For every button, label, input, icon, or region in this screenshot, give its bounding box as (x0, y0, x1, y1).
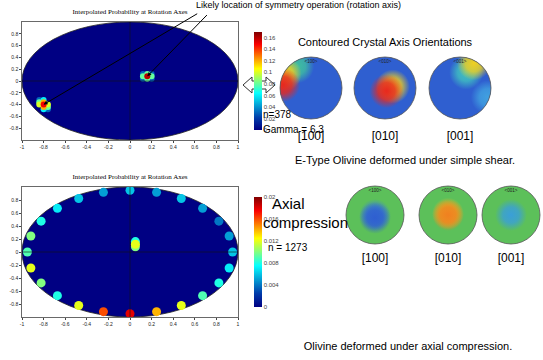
svg-text:0: 0 (264, 304, 268, 310)
svg-text:1: 1 (237, 321, 240, 327)
svg-text:0.4: 0.4 (11, 223, 18, 229)
svg-text:-0.2: -0.2 (104, 321, 113, 327)
svg-text:0.06: 0.06 (264, 93, 276, 99)
svg-text:<001>: <001> (454, 59, 467, 64)
svg-text:0.008: 0.008 (264, 260, 280, 266)
svg-text:-0.6: -0.6 (10, 113, 19, 119)
svg-text:Interpolated Probability at Ro: Interpolated Probability at Rotation Axe… (72, 8, 187, 16)
svg-text:-1: -1 (20, 144, 25, 150)
svg-text:-0.2: -0.2 (10, 262, 19, 268)
svg-text:<010>: <010> (379, 59, 392, 64)
svg-text:-0.4: -0.4 (82, 144, 91, 150)
svg-text:0: 0 (15, 78, 18, 84)
svg-text:0.6: 0.6 (191, 321, 198, 327)
svg-text:0.4: 0.4 (170, 144, 177, 150)
svg-text:-0.4: -0.4 (82, 321, 91, 327)
svg-text:[010]: [010] (372, 129, 399, 143)
svg-text:<100>: <100> (369, 188, 382, 193)
svg-text:1: 1 (237, 144, 240, 150)
svg-text:0: 0 (129, 144, 132, 150)
svg-text:0.8: 0.8 (11, 31, 18, 37)
svg-text:Interpolated Probability at Ro: Interpolated Probability at Rotation Axe… (72, 173, 187, 181)
svg-text:0.6: 0.6 (11, 210, 18, 216)
svg-text:0.8: 0.8 (213, 321, 220, 327)
svg-text:<010>: <010> (442, 188, 455, 193)
svg-text:-0.4: -0.4 (10, 101, 19, 107)
svg-text:-1: -1 (20, 321, 25, 327)
svg-text:0.4: 0.4 (11, 54, 18, 60)
svg-text:0.004: 0.004 (264, 282, 280, 288)
svg-text:-0.8: -0.8 (39, 321, 48, 327)
svg-text:0.2: 0.2 (148, 321, 155, 327)
svg-text:0: 0 (15, 249, 18, 255)
svg-text:<100>: <100> (305, 59, 318, 64)
svg-text:0.16: 0.16 (264, 35, 276, 41)
svg-text:[001]: [001] (498, 251, 525, 265)
svg-text:0.12: 0.12 (264, 58, 276, 64)
svg-text:0.14: 0.14 (264, 46, 276, 52)
svg-text:-0.8: -0.8 (10, 301, 19, 307)
svg-text:0.4: 0.4 (170, 321, 177, 327)
svg-text:-0.8: -0.8 (10, 125, 19, 131)
svg-text:0.8: 0.8 (213, 144, 220, 150)
svg-text:-0.6: -0.6 (61, 321, 70, 327)
svg-text:-0.6: -0.6 (61, 144, 70, 150)
svg-text:0.6: 0.6 (191, 144, 198, 150)
svg-text:0.2: 0.2 (148, 144, 155, 150)
svg-text:0.6: 0.6 (11, 42, 18, 48)
svg-text:0.2: 0.2 (11, 236, 18, 242)
svg-text:-0.2: -0.2 (10, 90, 19, 96)
svg-text:-0.4: -0.4 (10, 275, 19, 281)
svg-text:0.08: 0.08 (264, 81, 276, 87)
svg-text:-0.2: -0.2 (104, 144, 113, 150)
svg-text:[010]: [010] (435, 251, 462, 265)
svg-text:[100]: [100] (362, 251, 389, 265)
svg-text:-0.6: -0.6 (10, 288, 19, 294)
svg-text:0.2: 0.2 (11, 66, 18, 72)
svg-text:0.1: 0.1 (264, 69, 273, 75)
svg-text:0.8: 0.8 (11, 197, 18, 203)
svg-text:0: 0 (129, 321, 132, 327)
svg-text:[001]: [001] (447, 129, 474, 143)
svg-text:-0.8: -0.8 (39, 144, 48, 150)
svg-text:<001>: <001> (505, 188, 518, 193)
